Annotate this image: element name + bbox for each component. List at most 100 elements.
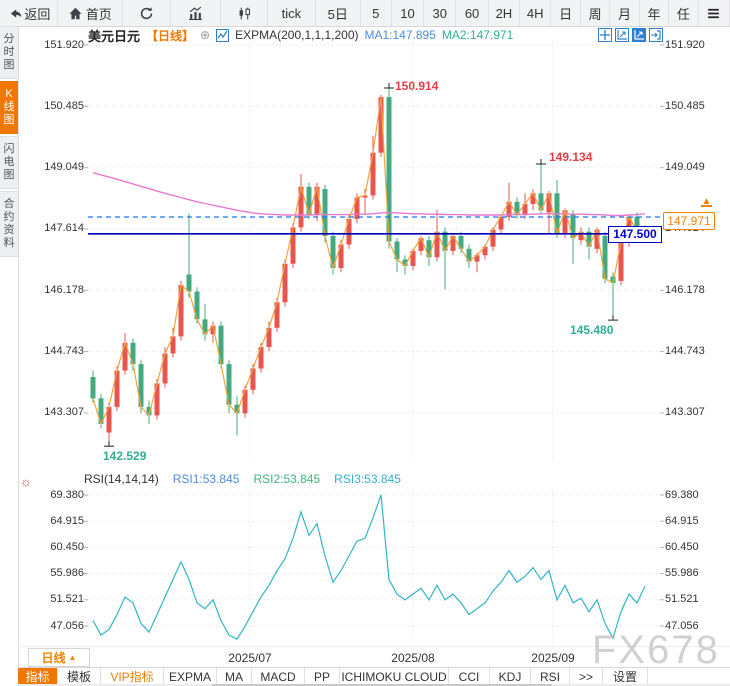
tabbar-scrollbar[interactable] <box>18 684 730 686</box>
axis-tick-label: 144.743 <box>665 345 705 358</box>
interval-2h[interactable]: 2H <box>489 0 521 26</box>
bar-chart-icon <box>189 6 203 20</box>
interval-tick-label: tick <box>281 5 302 21</box>
interval-30[interactable]: 30 <box>424 0 457 26</box>
tab-more[interactable]: >> <box>570 668 603 685</box>
interval-60-label: 60 <box>464 5 480 21</box>
tab-expma[interactable]: EXPMA <box>164 668 217 685</box>
axis-tick-label: 69.380 <box>665 488 699 501</box>
scrollbar-thumb[interactable] <box>212 684 552 686</box>
tab-kdj[interactable]: KDJ <box>490 668 531 685</box>
tab-pp[interactable]: PP <box>305 668 340 685</box>
axis-tick-label: 150.485 <box>665 99 705 112</box>
x-axis-label: 2025/09 <box>531 651 575 665</box>
axis-tick-label: 55.986 <box>50 567 84 580</box>
interval-tick[interactable]: tick <box>268 0 316 26</box>
interval-custom[interactable]: 任 <box>669 0 699 26</box>
interval-10[interactable]: 10 <box>392 0 425 26</box>
interval-custom-label: 任 <box>676 6 690 22</box>
tab-template[interactable]: 模板 <box>58 668 101 685</box>
interval-week[interactable]: 周 <box>581 0 611 26</box>
axis-tick-label: 149.049 <box>665 161 705 174</box>
tab-rsi[interactable]: RSI <box>531 668 570 685</box>
period-tag[interactable]: 【日线】 <box>146 28 195 43</box>
rsi3-value: RSI3:53.845 <box>334 472 401 486</box>
tab-macd[interactable]: MACD <box>252 668 305 685</box>
refresh-icon <box>140 6 153 19</box>
interval-5d-label: 5日 <box>327 6 348 22</box>
panel-divider <box>18 646 730 647</box>
left-sidebar: 分 时 图 K 线 图闪 电 图合 约 资 料 <box>0 26 19 686</box>
exit-chart-icon[interactable] <box>649 28 663 42</box>
home-button-label: 首页 <box>85 6 112 22</box>
tab-time-chart[interactable]: 分 时 图 <box>0 26 18 79</box>
interval-year-label: 年 <box>647 6 661 22</box>
period-dropdown-label: 日线 <box>41 651 66 665</box>
interval-60[interactable]: 60 <box>456 0 489 26</box>
interval-5d[interactable]: 5日 <box>316 0 361 26</box>
axis-tick-label: 143.307 <box>665 406 705 419</box>
axis-tick-label: 64.915 <box>665 514 699 527</box>
tab-settings[interactable]: 设置 <box>603 668 648 685</box>
zoom-y-axis-icon[interactable] <box>632 28 646 42</box>
jump-to-latest-icon[interactable]: ▲ <box>701 196 712 207</box>
back-icon <box>11 8 22 18</box>
interval-2h-label: 2H <box>495 5 513 21</box>
interval-5[interactable]: 5 <box>361 0 392 26</box>
rsi1-value: RSI1:53.845 <box>172 472 240 486</box>
triangle-up-icon: ▲ <box>68 653 77 662</box>
interval-year[interactable]: 年 <box>640 0 670 26</box>
tab-ichimoku[interactable]: ICHIMOKU CLOUD <box>340 668 449 685</box>
tab-ma[interactable]: MA <box>217 668 252 685</box>
axis-tick-label: 51.521 <box>50 593 84 606</box>
tab-cci[interactable]: CCI <box>449 668 490 685</box>
chart-type-bar-button[interactable] <box>171 0 222 26</box>
zoom-x-axis-icon[interactable] <box>615 28 629 42</box>
menu-button[interactable] <box>699 0 730 26</box>
axis-tick-label: 69.380 <box>50 488 84 501</box>
swing-low-marker: 145.480 <box>570 323 614 337</box>
tab-contract-info[interactable]: 合 约 资 料 <box>0 191 18 257</box>
axis-tick-label: 47.056 <box>50 619 84 632</box>
tab-kline-chart[interactable]: K 线 图 <box>0 81 18 134</box>
axis-tick-label: 146.178 <box>665 283 705 296</box>
swing-high-marker-cross <box>536 159 546 165</box>
refresh-button[interactable] <box>123 0 172 26</box>
tab-vip-indicator[interactable]: VIP指标 <box>101 668 164 685</box>
back-button-label: 返回 <box>24 6 51 22</box>
period-dropdown[interactable]: 日线 ▲ <box>28 648 90 667</box>
rsi-title[interactable]: RSI(14,14,14) <box>84 472 159 486</box>
ma2-value: MA2:147.971 <box>441 28 514 42</box>
rsi2-value: RSI2:53.845 <box>253 472 321 486</box>
interval-day[interactable]: 日 <box>551 0 581 26</box>
axis-tick-label: 55.986 <box>665 567 699 580</box>
axis-tick-label: 51.521 <box>665 593 699 606</box>
expma-mini-icon <box>216 28 230 42</box>
symbol-title: 美元日元 <box>88 28 141 44</box>
ma2-price-label: 147.971 <box>663 212 715 230</box>
home-button[interactable]: 首页 <box>58 0 123 26</box>
expand-circle-icon[interactable]: ⊕ <box>200 28 211 42</box>
indicator-label[interactable]: EXPMA(200,1,1,1,200) <box>235 28 359 42</box>
x-axis-label: 2025/08 <box>391 651 435 665</box>
low-marker-cross <box>104 441 114 447</box>
chart-header: 美元日元 【日线】 ⊕ EXPMA(200,1,1,1,200) MA1:147… <box>88 27 514 44</box>
candles-icon <box>239 7 250 19</box>
tab-lightning-chart[interactable]: 闪 电 图 <box>0 136 18 189</box>
crosshair-icon[interactable] <box>598 28 612 42</box>
interval-4h[interactable]: 4H <box>520 0 552 26</box>
back-button[interactable]: 返回 <box>0 0 58 26</box>
interval-month-label: 月 <box>618 6 632 22</box>
axis-tick-label: 151.920 <box>44 38 84 51</box>
tab-indicator[interactable]: 指标 <box>18 668 58 685</box>
chart-type-candle-button[interactable] <box>221 0 268 26</box>
chart-tool-icons <box>598 28 663 42</box>
x-axis-label: 2025/07 <box>228 651 272 665</box>
axis-tick-label: 60.450 <box>50 540 84 553</box>
axis-tick-label: 143.307 <box>44 406 84 419</box>
interval-month[interactable]: 月 <box>610 0 640 26</box>
indicator-settings-icon[interactable]: ☼ <box>20 474 32 489</box>
interval-30-label: 30 <box>432 5 448 21</box>
